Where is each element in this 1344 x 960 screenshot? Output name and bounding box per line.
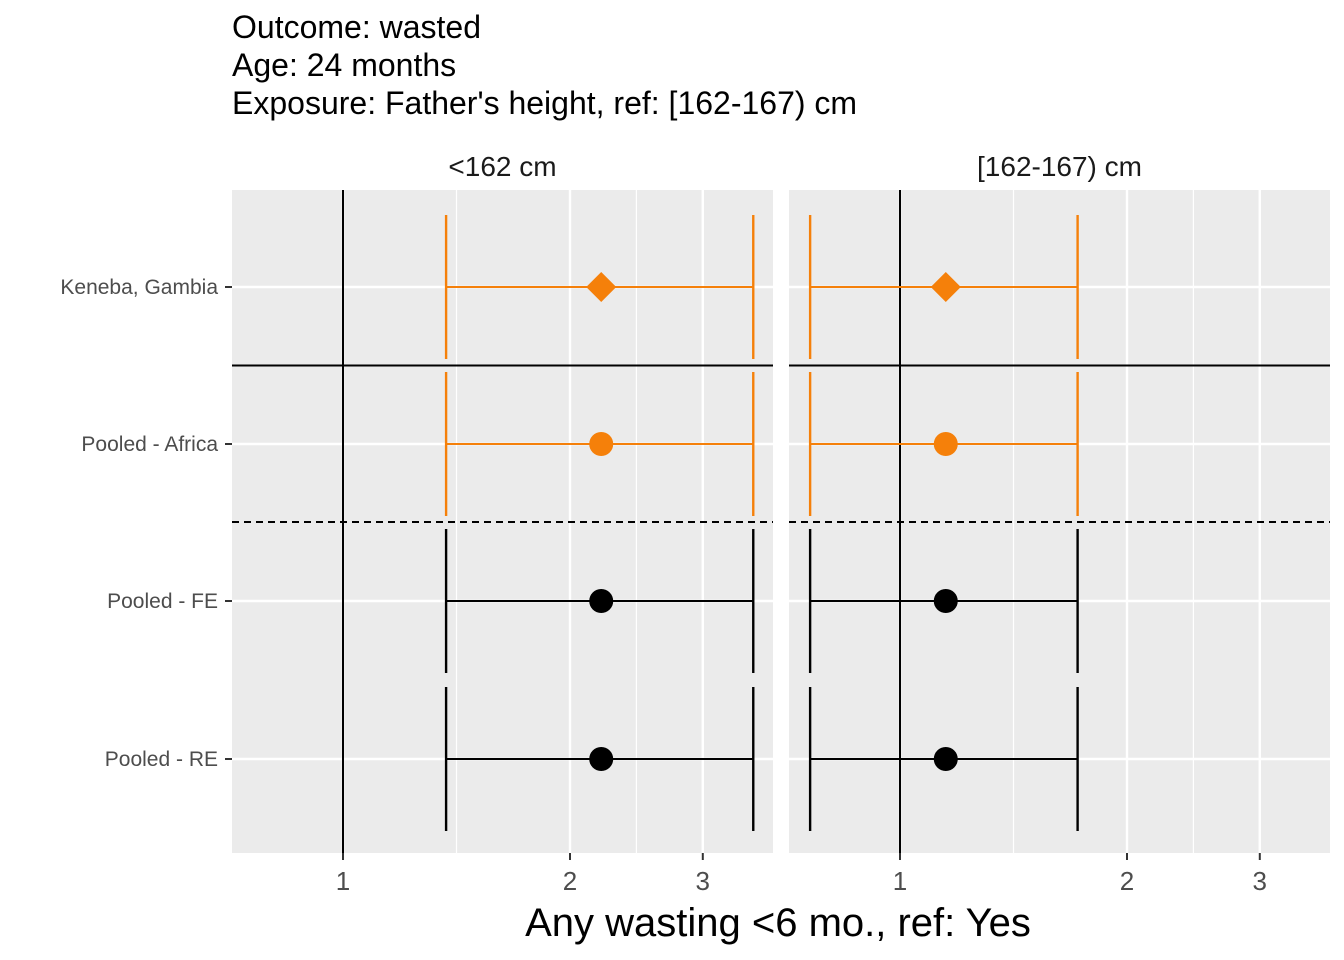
y-tick-label: Pooled - FE: [107, 590, 218, 613]
title-line-exposure: Exposure: Father's height, ref: [162-167…: [232, 85, 858, 121]
title-line-age: Age: 24 months: [232, 47, 457, 83]
point-estimate-diamond: [586, 272, 617, 302]
y-tick-label: Pooled - RE: [105, 748, 218, 771]
x-tick-label: 2: [1120, 866, 1134, 896]
point-estimate: [933, 432, 958, 456]
y-tick-label: Keneba, Gambia: [60, 276, 218, 299]
x-axis-title: Any wasting <6 mo., ref: Yes: [525, 901, 1031, 945]
x-tick-label: 2: [563, 866, 577, 896]
y-tick-label: Pooled - Africa: [81, 433, 218, 456]
point-estimate: [589, 747, 614, 771]
x-tick-label: 3: [696, 866, 710, 896]
point-estimate: [933, 747, 958, 771]
panels-layer: <162 cm 1 2 3 [162-167) cm 1 2 3: [232, 151, 1330, 896]
facet-panel: <162 cm 1 2 3: [232, 151, 773, 896]
facet-strip-label: <162 cm: [448, 151, 556, 182]
title-line-outcome: Outcome: wasted: [232, 9, 481, 45]
x-tick-label: 1: [336, 866, 350, 896]
point-estimate: [589, 589, 614, 613]
x-tick-label: 3: [1253, 866, 1267, 896]
y-axis-labels: Keneba, Gambia Pooled - Africa Pooled - FE…: [60, 276, 232, 771]
chart-title: Outcome: wasted Age: 24 months Exposure:…: [232, 8, 857, 122]
facet-panel: [162-167) cm 1 2 3: [789, 151, 1330, 896]
x-tick-label: 1: [893, 866, 907, 896]
point-estimate: [933, 589, 958, 613]
facet-strip-label: [162-167) cm: [977, 151, 1142, 182]
point-estimate-diamond: [930, 272, 961, 302]
point-estimate: [589, 432, 614, 456]
